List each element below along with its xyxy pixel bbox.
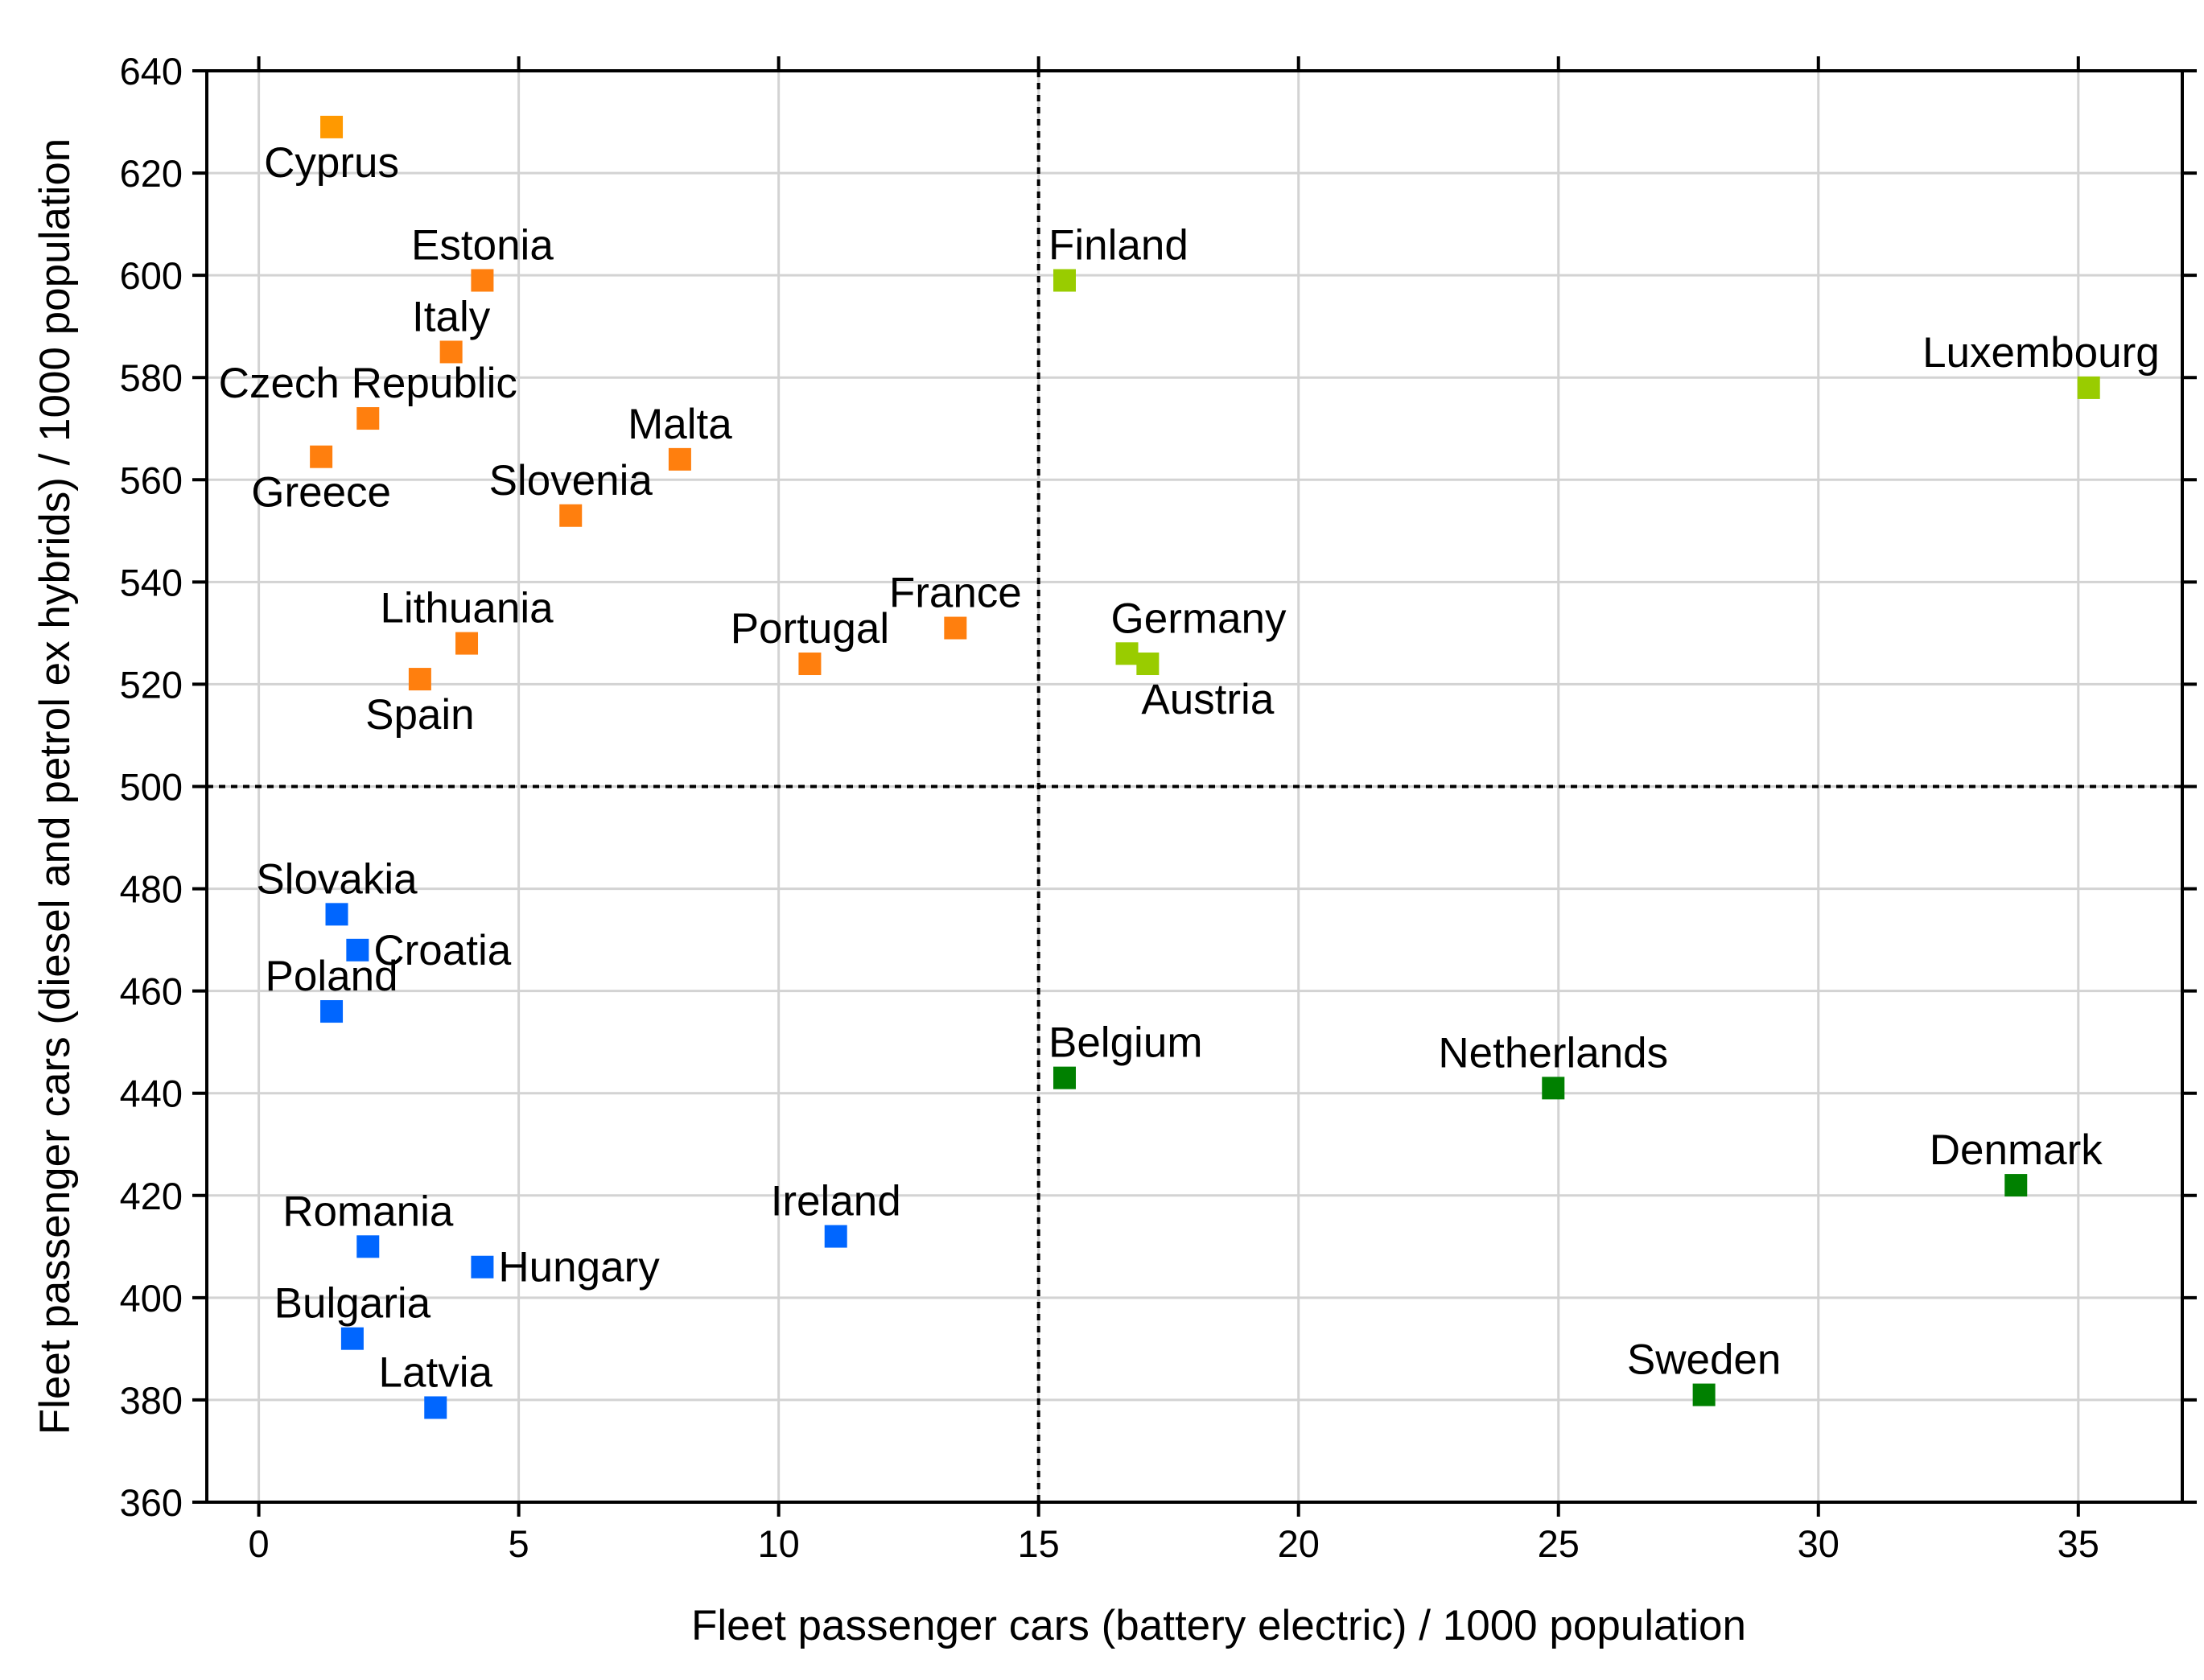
- label-latvia: Latvia: [379, 1349, 493, 1396]
- point-austria: [1136, 653, 1160, 676]
- point-ireland: [824, 1225, 847, 1248]
- label-romania: Romania: [282, 1188, 454, 1235]
- point-sweden: [1692, 1383, 1716, 1406]
- y-tick-label: 620: [120, 152, 183, 195]
- y-tick-label: 640: [120, 50, 183, 93]
- y-tick-label: 440: [120, 1073, 183, 1115]
- label-malta: Malta: [628, 401, 732, 448]
- x-tick-label: 15: [1018, 1522, 1060, 1565]
- point-hungary: [471, 1255, 494, 1279]
- y-tick-label: 540: [120, 561, 183, 603]
- point-latvia: [424, 1396, 447, 1419]
- label-hungary: Hungary: [498, 1244, 660, 1291]
- point-greece: [310, 445, 333, 468]
- label-finland: Finland: [1048, 221, 1189, 269]
- label-croatia: Croatia: [373, 927, 511, 974]
- point-denmark: [2004, 1174, 2028, 1197]
- label-cyprus: Cyprus: [264, 139, 399, 187]
- label-luxembourg: Luxembourg: [1922, 329, 2160, 377]
- y-tick-label: 380: [120, 1379, 183, 1422]
- label-estonia: Estonia: [411, 221, 554, 269]
- y-tick-label: 560: [120, 459, 183, 501]
- point-slovakia: [325, 903, 348, 926]
- label-austria: Austria: [1141, 676, 1274, 723]
- point-poland: [320, 1000, 344, 1023]
- point-croatia: [346, 938, 369, 961]
- y-tick-label: 420: [120, 1175, 183, 1217]
- label-slovakia: Slovakia: [256, 855, 418, 903]
- point-slovenia: [559, 504, 583, 527]
- point-spain: [408, 668, 431, 691]
- label-greece: Greece: [251, 469, 391, 517]
- ticks: 0 5 10 15 20 25 30 35 360 380 400 420 440 460 480 500 52…: [120, 50, 2197, 1565]
- label-belgium: Belgium: [1048, 1019, 1202, 1067]
- label-slovenia: Slovenia: [489, 457, 653, 504]
- x-tick-label: 35: [2058, 1522, 2099, 1565]
- point-romania: [356, 1235, 380, 1258]
- x-tick-label: 5: [509, 1522, 529, 1565]
- label-sweden: Sweden: [1627, 1336, 1782, 1384]
- y-tick-label: 400: [120, 1277, 183, 1320]
- y-tick-label: 360: [120, 1481, 183, 1524]
- y-tick-label: 460: [120, 970, 183, 1013]
- point-germany: [1115, 642, 1139, 665]
- point-belgium: [1053, 1066, 1076, 1089]
- y-tick-label: 500: [120, 766, 183, 809]
- point-finland: [1053, 269, 1076, 292]
- label-ireland: Ireland: [771, 1178, 901, 1225]
- reference-lines: [207, 71, 2182, 1502]
- data-points: [310, 115, 2100, 1419]
- label-spain: Spain: [365, 691, 475, 739]
- label-lithuania: Lithuania: [380, 585, 554, 632]
- y-tick-label: 580: [120, 356, 183, 399]
- point-lithuania: [455, 632, 479, 655]
- y-tick-label: 480: [120, 868, 183, 911]
- point-cyprus: [320, 115, 344, 138]
- point-estonia: [471, 269, 494, 292]
- label-denmark: Denmark: [1930, 1126, 2103, 1174]
- label-bulgaria: Bulgaria: [274, 1280, 431, 1328]
- x-tick-label: 25: [1538, 1522, 1580, 1565]
- label-poland: Poland: [266, 953, 398, 1000]
- point-bulgaria: [340, 1327, 364, 1350]
- label-czech-republic: Czech Republic: [219, 360, 517, 407]
- label-france: France: [889, 570, 1022, 617]
- point-luxembourg: [2077, 376, 2100, 399]
- x-tick-label: 20: [1278, 1522, 1320, 1565]
- y-axis-title: Fleet passenger cars (diesel and petrol …: [31, 138, 79, 1435]
- x-tick-label: 10: [758, 1522, 800, 1565]
- y-tick-label: 520: [120, 663, 183, 706]
- x-axis-title: Fleet passenger cars (battery electric) …: [691, 1602, 1746, 1649]
- label-portugal: Portugal: [731, 605, 889, 653]
- x-tick-label: 30: [1798, 1522, 1839, 1565]
- point-france: [944, 616, 967, 640]
- label-netherlands: Netherlands: [1438, 1029, 1668, 1077]
- x-tick-label: 0: [249, 1522, 270, 1565]
- point-netherlands: [1542, 1077, 1565, 1100]
- label-italy: Italy: [412, 293, 491, 340]
- point-czech-republic: [356, 407, 380, 430]
- y-tick-label: 600: [120, 254, 183, 297]
- point-italy: [439, 340, 463, 364]
- point-portugal: [798, 653, 822, 676]
- point-malta: [668, 447, 691, 471]
- label-germany: Germany: [1111, 595, 1287, 642]
